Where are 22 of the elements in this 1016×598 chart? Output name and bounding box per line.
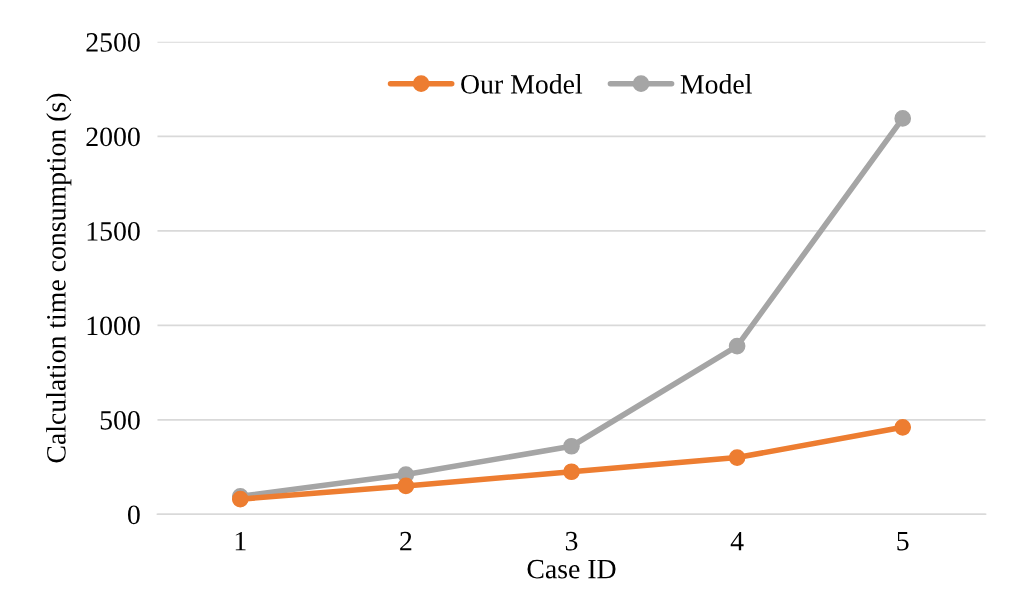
point — [397, 477, 415, 495]
x-tick-label: 5 — [897, 532, 909, 551]
y-tick-label: 2000 — [86, 127, 140, 147]
point — [894, 419, 912, 436]
point — [563, 463, 580, 481]
y-tick-label: 1000 — [87, 316, 140, 336]
x-axis-title: Case ID — [527, 559, 616, 579]
x-tick-label: 3 — [565, 531, 578, 551]
point — [728, 337, 746, 355]
y-tick-label: 500 — [100, 410, 140, 430]
point — [894, 110, 912, 127]
point — [563, 437, 580, 455]
legend-label: Our Model — [461, 74, 583, 94]
legend-label: Model — [680, 74, 752, 94]
y-tick-label: 1500 — [87, 221, 140, 241]
y-tick-label: 2500 — [86, 33, 140, 52]
x-tick-label: 1 — [235, 531, 246, 551]
y-axis-title: Calculation time consumption (s) — [46, 93, 72, 463]
y-tick-label: 0 — [127, 505, 140, 525]
point — [728, 449, 746, 466]
x-tick-label: 4 — [730, 531, 744, 551]
x-tick-label: 2 — [400, 531, 412, 551]
